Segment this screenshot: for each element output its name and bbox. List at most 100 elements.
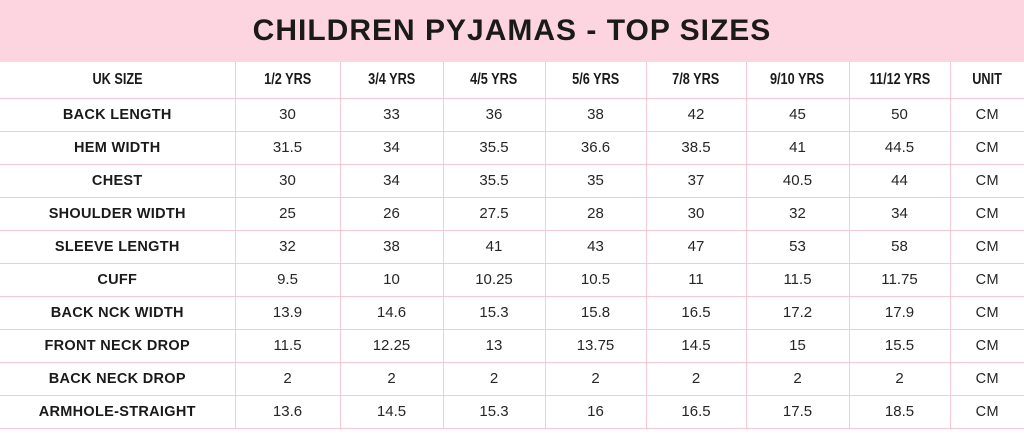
row-label-cell-text: HEM WIDTH	[74, 140, 161, 156]
value-cell: 11.75	[848, 263, 951, 297]
unit-cell-text: CM	[975, 206, 999, 222]
value-cell: 42	[645, 98, 747, 132]
value-cell: 38	[339, 230, 444, 264]
value-cell-text: 34	[891, 205, 908, 222]
value-cell: 13.9	[234, 296, 341, 330]
value-cell: 15.3	[442, 296, 546, 330]
value-cell: 50	[848, 98, 951, 132]
value-cell: 30	[234, 164, 341, 198]
table-row: BACK NECK DROP 2 2 2 2 2 2 2 CM	[0, 362, 1024, 396]
size-chart-table: UK SIZE 1/2 YRS 3/4 YRS 4/5 YRS 5/6 YRS 7/8 Y…	[0, 62, 1024, 429]
value-cell-text: 14.5	[681, 337, 711, 354]
value-cell-text: 11.5	[783, 271, 812, 288]
value-cell: 10.25	[442, 263, 546, 297]
value-cell: 41	[442, 230, 546, 264]
value-cell-text: 13.75	[576, 337, 615, 354]
column-header-cell-text: 7/8 YRS	[672, 71, 720, 88]
value-cell: 11.5	[234, 329, 341, 363]
value-cell: 36	[442, 98, 546, 132]
unit-cell: CM	[949, 362, 1024, 396]
value-cell: 13.6	[234, 395, 341, 429]
unit-cell-text: CM	[975, 272, 999, 288]
value-cell: 27.5	[442, 197, 546, 231]
column-header-cell-text: 4/5 YRS	[470, 71, 518, 88]
value-cell: 25	[234, 197, 341, 231]
value-cell: 38	[544, 98, 647, 132]
unit-cell-text: CM	[975, 107, 999, 123]
value-cell-text: 33	[383, 106, 400, 123]
value-cell: 58	[848, 230, 951, 264]
row-label-cell-text: SHOULDER WIDTH	[48, 206, 186, 222]
value-cell-text: 43	[587, 238, 604, 255]
row-label-cell: SHOULDER WIDTH	[0, 197, 236, 231]
column-header-cell: UNIT	[949, 62, 1024, 99]
row-label-cell-text: ARMHOLE-STRAIGHT	[38, 404, 196, 420]
value-cell-text: 10	[383, 271, 400, 288]
column-header-cell-text: 9/10 YRS	[770, 71, 825, 88]
table-row: BACK LENGTH 30 33 36 38 42 45 50 CM	[0, 98, 1024, 132]
value-cell-text: 41	[485, 238, 503, 255]
row-label-cell: ARMHOLE-STRAIGHT	[0, 395, 236, 429]
value-cell-text: 30	[279, 172, 296, 189]
value-cell: 2	[544, 362, 647, 396]
value-cell-text: 44	[891, 172, 908, 189]
value-cell: 30	[234, 98, 341, 132]
value-cell: 14.5	[339, 395, 444, 429]
value-cell-text: 11.75	[881, 271, 918, 288]
value-cell-text: 2	[283, 370, 292, 387]
value-cell: 15.5	[848, 329, 951, 363]
column-header-cell-text: 3/4 YRS	[367, 71, 416, 88]
value-cell: 32	[745, 197, 850, 231]
value-cell: 33	[339, 98, 444, 132]
value-cell: 44	[848, 164, 951, 198]
value-cell: 11	[645, 263, 747, 297]
column-header-cell: 7/8 YRS	[645, 62, 747, 99]
value-cell-text: 12.25	[372, 337, 411, 354]
value-cell-text: 41	[789, 139, 806, 156]
column-header-cell-text: 5/6 YRS	[571, 71, 620, 88]
row-label-cell-text: BACK NECK DROP	[48, 371, 186, 387]
value-cell: 53	[745, 230, 850, 264]
value-cell-text: 2	[793, 370, 802, 387]
value-cell-text: 15.8	[580, 304, 611, 321]
table-row: HEM WIDTH 31.5 34 35.5 36.6 38.5 41 44.5 CM	[0, 131, 1024, 165]
value-cell: 15	[745, 329, 850, 363]
unit-cell-text: CM	[975, 140, 999, 156]
value-cell: 2	[745, 362, 850, 396]
value-cell-text: 2	[387, 370, 396, 387]
table-row: ARMHOLE-STRAIGHT 13.6 14.5 15.3 16 16.5 17.5 18…	[0, 395, 1024, 429]
value-cell-text: 15.5	[884, 337, 915, 354]
unit-cell-text: CM	[975, 404, 999, 420]
row-label-cell: BACK NCK WIDTH	[0, 296, 236, 330]
value-cell: 26	[339, 197, 444, 231]
value-cell: 45	[745, 98, 850, 132]
value-cell: 16.5	[645, 296, 747, 330]
row-label-cell: BACK LENGTH	[0, 98, 236, 132]
value-cell-text: 17.9	[884, 304, 915, 321]
row-label-cell: SLEEVE LENGTH	[0, 230, 236, 264]
value-cell: 44.5	[848, 131, 951, 165]
value-cell-text: 32	[789, 205, 806, 222]
value-cell-text: 11.5	[273, 337, 302, 354]
value-cell: 28	[544, 197, 647, 231]
value-cell-text: 2	[489, 370, 499, 387]
value-cell: 16	[544, 395, 647, 429]
value-cell-text: 38	[587, 106, 604, 123]
row-label-cell: CUFF	[0, 263, 236, 297]
column-header-cell: 3/4 YRS	[339, 62, 444, 99]
value-cell-text: 42	[687, 106, 705, 123]
row-label-cell-text: SLEEVE LENGTH	[54, 239, 180, 255]
value-cell-text: 45	[789, 106, 806, 123]
value-cell: 2	[848, 362, 951, 396]
value-cell-text: 30	[687, 205, 705, 222]
value-cell-text: 53	[789, 238, 806, 255]
unit-cell: CM	[949, 263, 1024, 297]
value-cell: 18.5	[848, 395, 951, 429]
value-cell: 17.9	[848, 296, 951, 330]
title-banner: CHILDREN PYJAMAS - TOP SIZES	[0, 0, 1024, 62]
value-cell-text: 2	[691, 370, 701, 387]
value-cell: 34	[339, 164, 444, 198]
column-header-cell: UK SIZE	[0, 62, 236, 99]
unit-cell: CM	[949, 197, 1024, 231]
column-header-cell-text: 1/2 YRS	[263, 71, 312, 88]
